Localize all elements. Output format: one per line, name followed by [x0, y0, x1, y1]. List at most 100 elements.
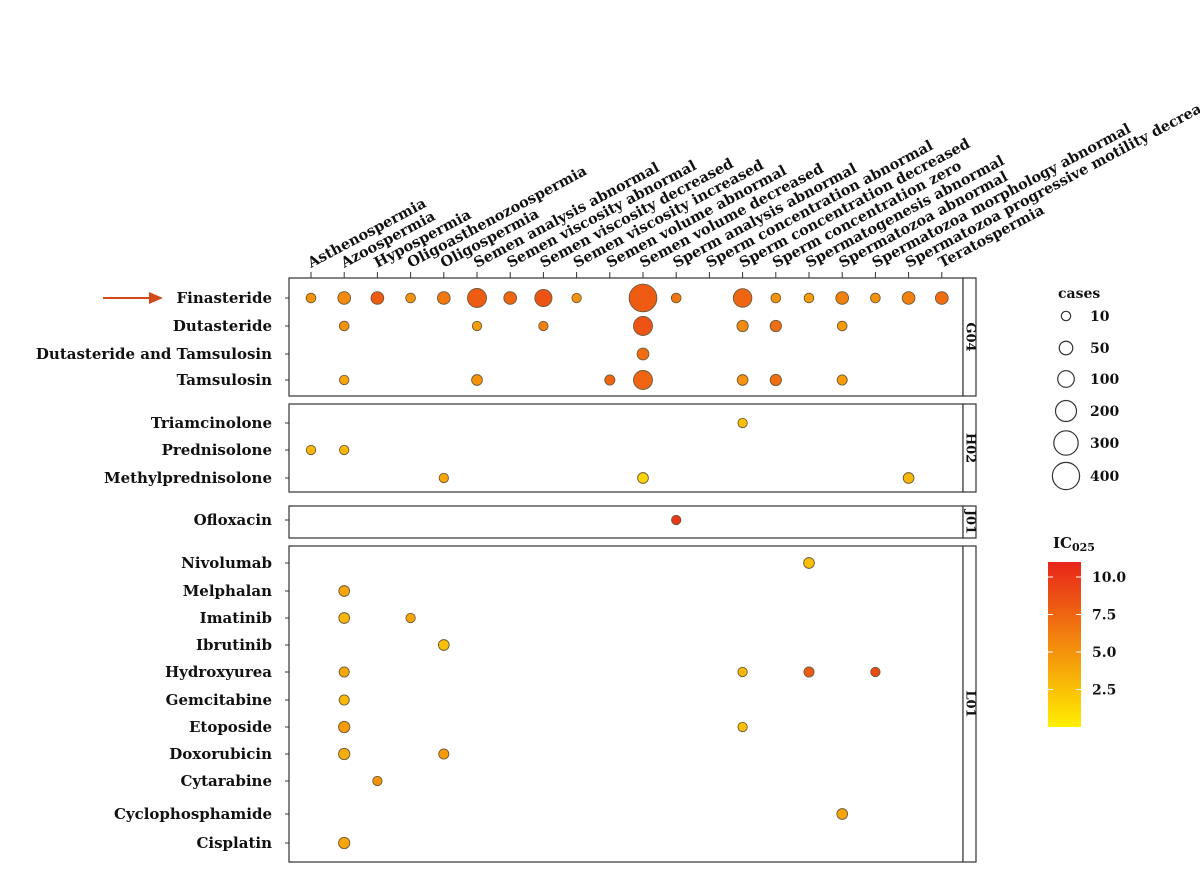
row-label: Triamcinolone: [151, 414, 272, 432]
row-label: Melphalan: [183, 582, 272, 600]
color-legend-title: IC025: [1053, 534, 1095, 554]
bubble-imatinib-azoospermia: [338, 612, 351, 624]
bubble-dutasteride-sperm-concentration-decreased: [736, 319, 749, 333]
bubble-finasteride-semen-analysis-abnormal: [467, 288, 487, 308]
panel-strip: [962, 505, 977, 539]
bubble-doxorubicin-azoospermia: [338, 747, 351, 761]
bubble-tamsulosin-sperm-concentration-decreased: [736, 374, 749, 386]
row-label: Methylprednisolone: [104, 469, 272, 487]
size-legend-circle: [1057, 370, 1075, 388]
row-label: Dutasteride: [173, 317, 272, 335]
panel-label: G04: [963, 322, 978, 351]
bubble-finasteride-asthenospermia: [305, 292, 317, 304]
size-legend-label: 10: [1090, 309, 1110, 325]
bubble-finasteride-spermatozoa-morphology-abnormal: [870, 292, 881, 304]
row-label: Hydroxyurea: [165, 663, 272, 681]
color-legend-label: 2.5: [1092, 683, 1116, 699]
bubble-hydroxyurea-spermatogenesis-abnormal: [803, 666, 815, 678]
bubble-melphalan-azoospermia: [338, 585, 351, 597]
bubble-cytarabine-hypospermia: [372, 775, 383, 787]
bubble-finasteride-oligospermia: [436, 291, 451, 305]
size-legend-label: 100: [1090, 372, 1119, 388]
size-legend-circle: [1058, 340, 1074, 356]
bubble-prednisolone-asthenospermia: [305, 444, 317, 456]
row-label: Etoposide: [189, 718, 272, 736]
bubble-finasteride-spermatozoa-progressive-motility-decreased: [901, 291, 916, 305]
bubble-prednisolone-azoospermia: [339, 444, 350, 456]
row-label: Ibrutinib: [196, 636, 272, 654]
bubble-dutasteride-sperm-concentration-zero: [769, 319, 782, 333]
bubble-methylprednisolone-spermatozoa-progressive-motility-decreased: [902, 472, 915, 484]
bubble-finasteride-semen-viscosity-abnormal: [503, 291, 518, 305]
panel-l01: [288, 545, 964, 863]
size-legend-circle: [1054, 399, 1078, 423]
size-legend-label: 200: [1090, 404, 1119, 420]
bubble-finasteride-teratospermia: [934, 291, 949, 305]
bubble-methylprednisolone-oligospermia: [438, 472, 449, 484]
color-legend-label: 7.5: [1092, 608, 1116, 624]
size-legend-label: 300: [1090, 436, 1119, 452]
row-label: Cisplatin: [196, 834, 272, 852]
size-legend-circle: [1053, 430, 1079, 456]
bubble-ibrutinib-oligospermia: [437, 639, 450, 651]
bubble-imatinib-oligoasthenozoospermia: [405, 612, 416, 624]
bubble-finasteride-semen-volume-decreased: [628, 283, 658, 313]
panel-strip: [962, 277, 977, 397]
panel-j01: [288, 505, 964, 539]
bubble-dutasteride-spermatozoa-abnormal: [836, 320, 848, 332]
bubble-dutasteride-and-tamsulosin-semen-volume-decreased: [636, 347, 650, 361]
size-legend-title: cases: [1058, 286, 1100, 302]
bubble-tamsulosin-semen-volume-abnormal: [604, 374, 616, 386]
bubble-dutasteride-semen-volume-decreased: [633, 316, 653, 336]
panel-label: J01: [963, 509, 978, 534]
panel-strip: [962, 545, 977, 863]
panel-g04: [288, 277, 964, 397]
bubble-tamsulosin-sperm-concentration-zero: [769, 373, 782, 387]
color-legend-label: 5.0: [1092, 645, 1117, 661]
bubble-tamsulosin-spermatozoa-abnormal: [836, 374, 848, 386]
bubble-tamsulosin-azoospermia: [339, 374, 350, 386]
bubble-finasteride-hypospermia: [370, 291, 385, 305]
bubble-triamcinolone-sperm-concentration-decreased: [737, 417, 748, 429]
bubble-finasteride-azoospermia: [337, 291, 352, 305]
size-legend-label: 50: [1090, 341, 1110, 357]
row-label: Gemcitabine: [166, 691, 272, 709]
bubble-finasteride-sperm-analysis-abnormal: [670, 292, 682, 304]
bubble-etoposide-sperm-concentration-decreased: [737, 721, 748, 733]
bubble-doxorubicin-oligospermia: [438, 748, 450, 760]
row-label: Dutasteride and Tamsulosin: [36, 345, 272, 363]
bubble-hydroxyurea-sperm-concentration-decreased: [737, 666, 748, 678]
bubble-finasteride-semen-viscosity-increased: [571, 292, 582, 304]
size-legend-circle: [1051, 461, 1081, 491]
row-label: Finasteride: [176, 289, 272, 307]
row-label: Imatinib: [200, 609, 272, 627]
bubble-gemcitabine-azoospermia: [338, 694, 350, 706]
row-label: Tamsulosin: [177, 371, 273, 389]
bubble-dutasteride-semen-viscosity-decreased: [538, 320, 549, 332]
bubble-finasteride-sperm-concentration-decreased: [732, 288, 753, 308]
bubble-finasteride-semen-viscosity-decreased: [534, 288, 553, 308]
panel-strip: [962, 403, 977, 493]
row-label: Cyclophosphamide: [114, 805, 272, 823]
row-label: Ofloxacin: [194, 511, 272, 529]
bubble-etoposide-azoospermia: [338, 720, 351, 734]
panel-label: L01: [963, 690, 978, 717]
row-label: Prednisolone: [162, 441, 272, 459]
bubble-finasteride-oligoasthenozoospermia: [405, 292, 416, 304]
bubble-dutasteride-semen-analysis-abnormal: [471, 320, 483, 332]
bubble-cyclophosphamide-spermatozoa-abnormal: [836, 808, 849, 820]
bubble-tamsulosin-semen-analysis-abnormal: [471, 374, 483, 386]
row-label: Doxorubicin: [169, 745, 272, 763]
bubble-hydroxyurea-azoospermia: [338, 666, 350, 678]
bubble-finasteride-sperm-concentration-zero: [770, 292, 782, 304]
color-legend-bar: [1048, 562, 1081, 727]
row-label: Cytarabine: [180, 772, 272, 790]
bubble-dutasteride-azoospermia: [338, 320, 350, 332]
bubble-nivolumab-spermatogenesis-abnormal: [803, 557, 815, 569]
size-legend-label: 400: [1090, 469, 1119, 485]
color-legend-label: 10.0: [1092, 570, 1126, 586]
bubble-tamsulosin-semen-volume-decreased: [633, 370, 653, 390]
size-legend-circle: [1060, 310, 1072, 322]
bubble-finasteride-spermatozoa-abnormal: [835, 291, 850, 305]
